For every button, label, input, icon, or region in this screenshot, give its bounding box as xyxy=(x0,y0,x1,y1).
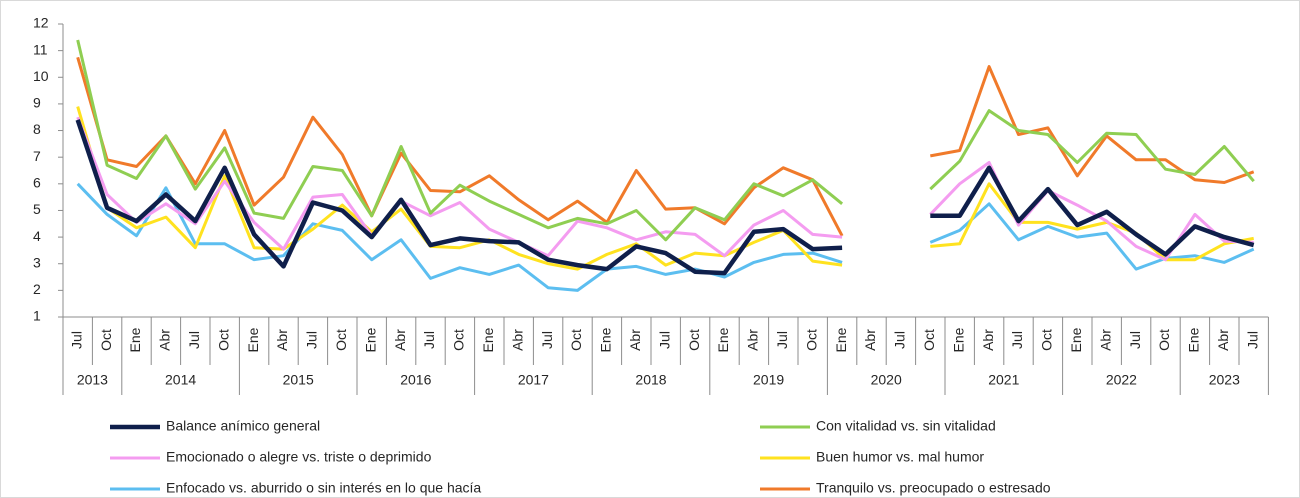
legend-label: Emocionado o alegre vs. triste o deprimi… xyxy=(166,449,432,465)
y-tick-label: 7 xyxy=(33,148,41,164)
x-tick-label: Abr xyxy=(862,329,878,351)
x-tick-label: Abr xyxy=(509,329,525,351)
series-line xyxy=(76,106,1254,271)
x-tick-label: Jul xyxy=(539,331,555,349)
x-tick-label: Ene xyxy=(362,327,378,352)
x-tick-label: Ene xyxy=(833,327,849,352)
year-label: 2014 xyxy=(165,372,196,388)
y-tick-label: 11 xyxy=(33,41,48,57)
series-line xyxy=(76,56,1255,237)
year-label: 2017 xyxy=(518,372,549,388)
y-tick-label: 10 xyxy=(33,68,49,84)
legend-label: Enfocado vs. aburrido o sin interés en l… xyxy=(166,480,481,496)
x-tick-label: Jul xyxy=(1244,331,1260,349)
legend-label: Tranquilo vs. preocupado o estresado xyxy=(816,480,1051,496)
year-label: 2021 xyxy=(988,372,1019,388)
y-tick-label: 3 xyxy=(33,254,41,270)
x-tick-label: Jul xyxy=(892,331,908,349)
series-line xyxy=(75,119,1255,276)
series-line xyxy=(76,116,1254,262)
year-label: 2020 xyxy=(871,372,902,388)
year-label: 2013 xyxy=(77,372,108,388)
y-tick-label: 9 xyxy=(33,95,41,111)
x-tick-label: Oct xyxy=(686,329,702,351)
x-tick-label: Jul xyxy=(186,331,202,349)
x-tick-label: Jul xyxy=(68,331,84,349)
x-tick-label: Abr xyxy=(627,329,643,351)
x-tick-label: Oct xyxy=(921,329,937,351)
x-tick-label: Abr xyxy=(745,329,761,351)
x-tick-label: Ene xyxy=(715,327,731,352)
x-tick-label: Abr xyxy=(1097,329,1113,351)
x-tick-label: Ene xyxy=(598,327,614,352)
x-tick-label: Jul xyxy=(421,331,437,349)
x-tick-label: Oct xyxy=(568,329,584,351)
year-label: 2023 xyxy=(1209,372,1240,388)
y-tick-label: 5 xyxy=(33,201,41,217)
x-tick-label: Jul xyxy=(304,331,320,349)
x-tick-label: Oct xyxy=(1156,329,1172,351)
series-line xyxy=(76,39,1255,242)
year-label: 2015 xyxy=(283,372,314,388)
x-tick-label: Ene xyxy=(480,327,496,352)
x-tick-label: Ene xyxy=(1068,327,1084,352)
y-tick-label: 12 xyxy=(33,15,49,31)
x-tick-label: Ene xyxy=(127,327,143,352)
y-tick-label: 6 xyxy=(33,175,41,191)
x-tick-label: Jul xyxy=(1127,331,1143,349)
x-tick-label: Ene xyxy=(950,327,966,352)
x-tick-label: Jul xyxy=(774,331,790,349)
x-tick-label: Ene xyxy=(1186,327,1202,352)
x-tick-label: Abr xyxy=(392,329,408,351)
x-tick-label: Oct xyxy=(1039,329,1055,351)
year-label: 2018 xyxy=(635,372,666,388)
legend-label: Balance anímico general xyxy=(166,418,320,434)
legend-label: Con vitalidad vs. sin vitalidad xyxy=(816,418,996,434)
x-tick-label: Jul xyxy=(656,331,672,349)
x-tick-label: Abr xyxy=(980,329,996,351)
year-label: 2016 xyxy=(400,372,431,388)
x-tick-label: Abr xyxy=(274,329,290,351)
y-tick-label: 2 xyxy=(33,281,41,297)
x-tick-label: Abr xyxy=(1215,329,1231,351)
y-tick-label: 1 xyxy=(33,308,41,324)
year-label: 2022 xyxy=(1106,372,1137,388)
y-tick-label: 8 xyxy=(33,121,41,137)
x-tick-label: Oct xyxy=(215,329,231,351)
x-tick-label: Oct xyxy=(98,329,114,351)
y-tick-label: 4 xyxy=(33,228,41,244)
x-tick-label: Jul xyxy=(1009,331,1025,349)
x-tick-label: Oct xyxy=(451,329,467,351)
x-tick-label: Oct xyxy=(333,329,349,351)
x-tick-label: Abr xyxy=(157,329,173,351)
year-label: 2019 xyxy=(753,372,784,388)
x-tick-label: Oct xyxy=(803,329,819,351)
x-tick-label: Ene xyxy=(245,327,261,352)
legend-label: Buen humor vs. mal humor xyxy=(816,449,984,465)
